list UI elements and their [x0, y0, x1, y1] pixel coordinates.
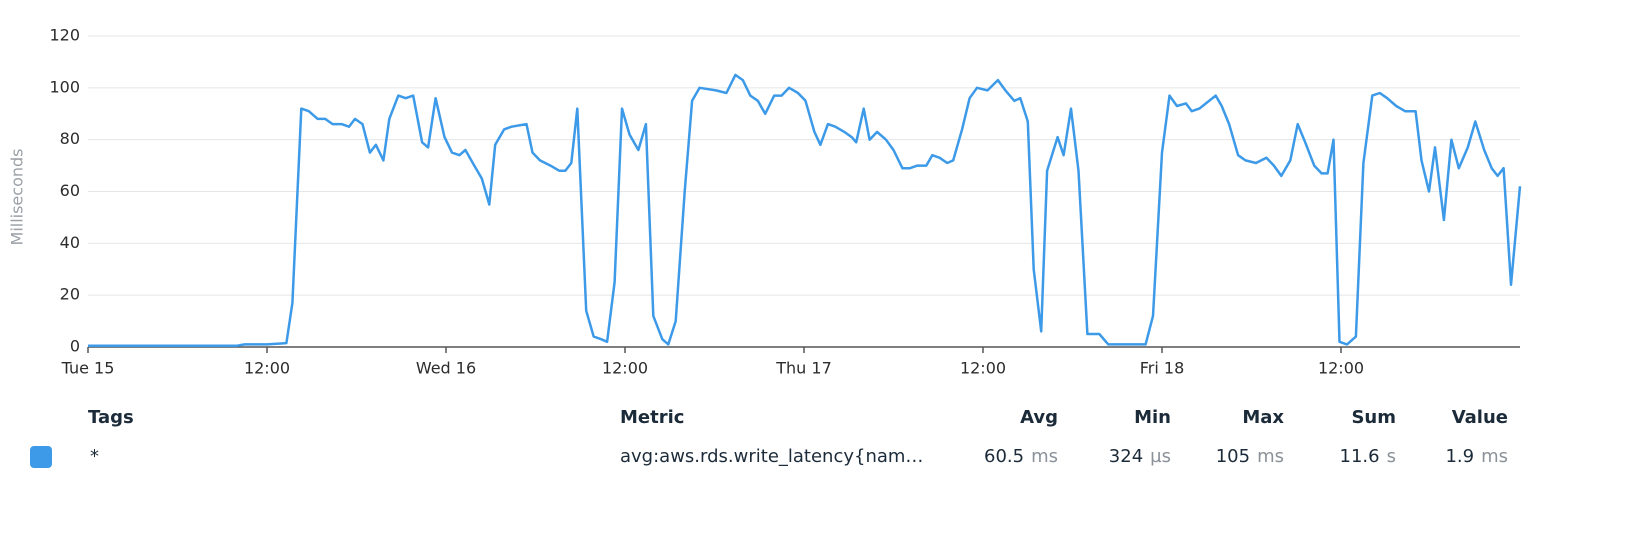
x-tick-label: Tue 15 — [61, 359, 115, 378]
stat-cell: 1.9 ms — [1445, 446, 1508, 467]
table-header: Max — [1242, 407, 1284, 428]
stat-unit: ms — [1031, 446, 1058, 467]
legend-tag: * — [90, 446, 99, 467]
stat-number: 1.9 — [1445, 446, 1474, 467]
table-header: Min — [1134, 407, 1171, 428]
y-tick-label: 20 — [60, 285, 80, 304]
x-tick-label: 12:00 — [1318, 359, 1364, 378]
table-header: Value — [1452, 407, 1508, 428]
table-header: Metric — [620, 407, 684, 428]
metric-name: avg:aws.rds.write_latency{nam… — [620, 446, 923, 467]
series-line — [88, 73, 1522, 347]
x-tick-label: Thu 17 — [775, 359, 832, 378]
legend-swatch — [30, 446, 52, 468]
table-header: Avg — [1020, 407, 1058, 428]
table-header: Tags — [88, 407, 134, 428]
y-tick-label: 0 — [70, 337, 80, 356]
x-tick-label: 12:00 — [960, 359, 1006, 378]
stat-unit: s — [1387, 446, 1396, 467]
x-tick-label: 12:00 — [602, 359, 648, 378]
stat-cell: 60.5 ms — [984, 446, 1058, 467]
stat-unit: ms — [1481, 446, 1508, 467]
stat-unit: ms — [1257, 446, 1284, 467]
stat-cell: 105 ms — [1216, 446, 1284, 467]
y-tick-label: 60 — [60, 181, 80, 200]
stat-number: 324 — [1109, 446, 1143, 467]
stat-cell: 324 µs — [1109, 446, 1171, 467]
stat-unit: µs — [1150, 446, 1171, 467]
stat-number: 11.6 — [1340, 446, 1380, 467]
y-axis-label: Milliseconds — [8, 149, 27, 246]
x-tick-label: Wed 16 — [416, 359, 476, 378]
table-header: Sum — [1351, 407, 1396, 428]
y-tick-label: 80 — [60, 129, 80, 148]
stat-cell: 11.6 s — [1340, 446, 1396, 467]
y-tick-label: 40 — [60, 233, 80, 252]
y-tick-label: 120 — [49, 26, 80, 45]
stat-number: 105 — [1216, 446, 1250, 467]
x-tick-label: 12:00 — [244, 359, 290, 378]
stat-number: 60.5 — [984, 446, 1024, 467]
x-tick-label: Fri 18 — [1140, 359, 1185, 378]
y-tick-label: 100 — [49, 77, 80, 96]
